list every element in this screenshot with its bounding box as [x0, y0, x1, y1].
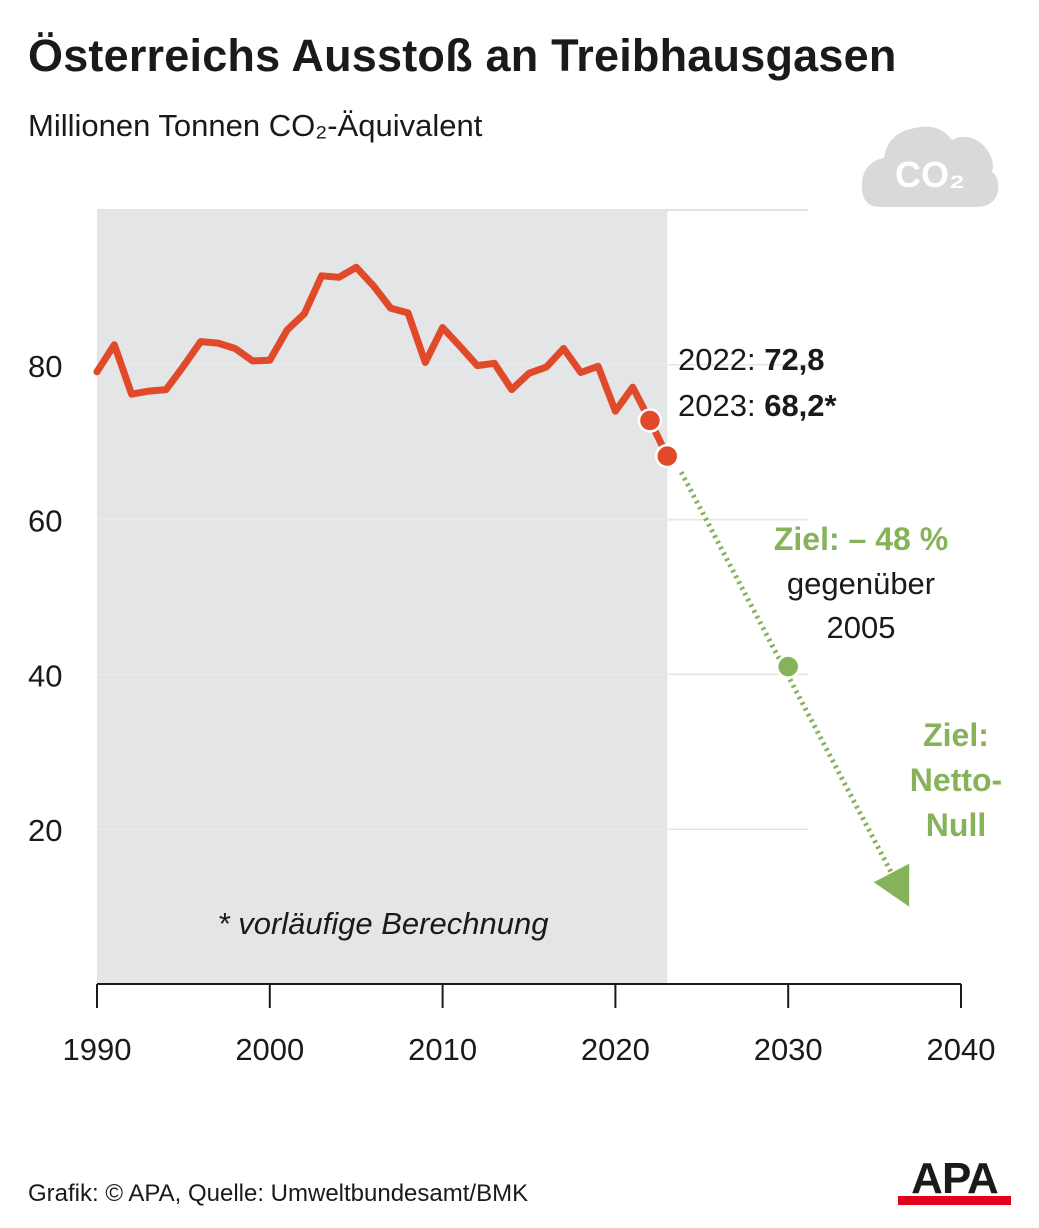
emissions-line: [93, 263, 671, 460]
point-2022: [637, 408, 663, 433]
annotation-2022: 2022: 72,8: [678, 342, 825, 377]
annotation-2022-value: 72,8: [764, 342, 824, 377]
shaded-area: [97, 210, 668, 984]
target-netto-null-line2: Netto-: [910, 762, 1002, 798]
x-tick-label-2030: 2030: [754, 1032, 823, 1067]
annotation-2023: 2023: 68,2*: [678, 388, 838, 423]
apa-logo-bar: [898, 1196, 1011, 1205]
x-tick-label-1990: 1990: [63, 1032, 132, 1067]
source-credit: Grafik: © APA, Quelle: Umweltbundesamt/B…: [28, 1180, 529, 1207]
apa-logo-text: APA: [911, 1154, 999, 1203]
x-axis: 1990 2000 2010 2020 2030 2040: [63, 983, 996, 1067]
co2-cloud-icon: CO₂: [861, 126, 999, 207]
chart-subtitle: Millionen Tonnen CO₂-Äquivalent: [28, 108, 483, 143]
annotation-2023-label: 2023:: [678, 388, 764, 423]
x-tick-label-2020: 2020: [581, 1032, 650, 1067]
footnote: * vorläufige Berechnung: [218, 906, 549, 941]
y-tick-label-40: 40: [28, 658, 62, 693]
y-tick-label-20: 20: [28, 813, 62, 848]
y-axis-ticks: 20 40 60 80: [28, 349, 62, 848]
y-tick-label-80: 80: [28, 349, 62, 384]
chart-title: Österreichs Ausstoß an Treibhausgasen: [28, 30, 897, 81]
x-tick-label-2010: 2010: [408, 1032, 477, 1067]
x-tick-label-2040: 2040: [927, 1032, 996, 1067]
target-point-2030: [775, 654, 801, 679]
target-arrowhead: [873, 863, 910, 907]
data-series: [93, 263, 910, 907]
apa-logo: APA: [898, 1154, 1011, 1208]
point-2023: [654, 443, 680, 469]
target-2030-title: Ziel: – 48 %: [774, 521, 948, 557]
annotation-2022-label: 2022:: [678, 342, 764, 377]
target-2030-line3: 2005: [827, 610, 896, 645]
y-tick-label-60: 60: [28, 504, 62, 539]
target-netto-null-line3: Null: [926, 807, 986, 843]
annotation-2023-value: 68,2*: [764, 388, 837, 423]
co2-icon-label: CO₂: [895, 154, 965, 195]
annotations: 2022: 72,8 2023: 68,2* Ziel: – 48 % gege…: [218, 342, 1003, 941]
target-netto-null-line1: Ziel:: [923, 717, 989, 753]
x-tick-label-2000: 2000: [235, 1032, 304, 1067]
shaded-region: [97, 210, 808, 984]
target-2030-line2: gegenüber: [787, 566, 935, 601]
